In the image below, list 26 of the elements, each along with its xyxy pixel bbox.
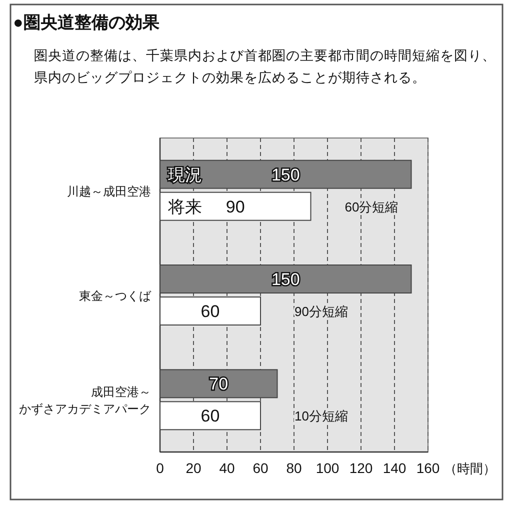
x-tick-label: 160	[416, 460, 440, 476]
data-label: 150	[271, 165, 300, 184]
x-tick-label: 140	[382, 460, 406, 476]
annotation: 90分短縮	[294, 304, 348, 319]
x-tick-label: 120	[349, 460, 373, 476]
data-label: 150	[271, 270, 300, 289]
chart-subtitle: 圏央道の整備は、千葉県内および首都圏の主要都市間の時間短縮を図り、県内のビッグプロジェクトの効果を広めることが期待される。	[34, 48, 496, 85]
x-tick-label: 0	[156, 460, 164, 476]
annotation: 60分短縮	[344, 199, 398, 214]
data-label: 60	[200, 302, 220, 321]
x-tick-label: 40	[219, 460, 235, 476]
chart-title: ●圏央道整備の効果	[13, 13, 160, 32]
annotation: 10分短縮	[294, 408, 348, 424]
data-label: 90	[226, 197, 245, 216]
series-label: 将来	[167, 197, 202, 216]
y-tick-label: 川越～成田空港	[67, 184, 151, 198]
x-axis-title: （時間）	[444, 461, 496, 476]
x-tick-label: 100	[316, 460, 340, 476]
y-tick-label: 東金～つくば	[79, 289, 152, 303]
x-tick-label: 80	[286, 460, 302, 476]
x-tick-label: 20	[186, 460, 202, 476]
y-tick-label: 成田空港～かずさアカデミアパーク	[19, 385, 151, 416]
data-label: 70	[209, 374, 228, 394]
x-tick-label: 60	[252, 460, 268, 476]
data-label: 60	[200, 406, 220, 426]
series-label: 現況	[168, 165, 202, 184]
